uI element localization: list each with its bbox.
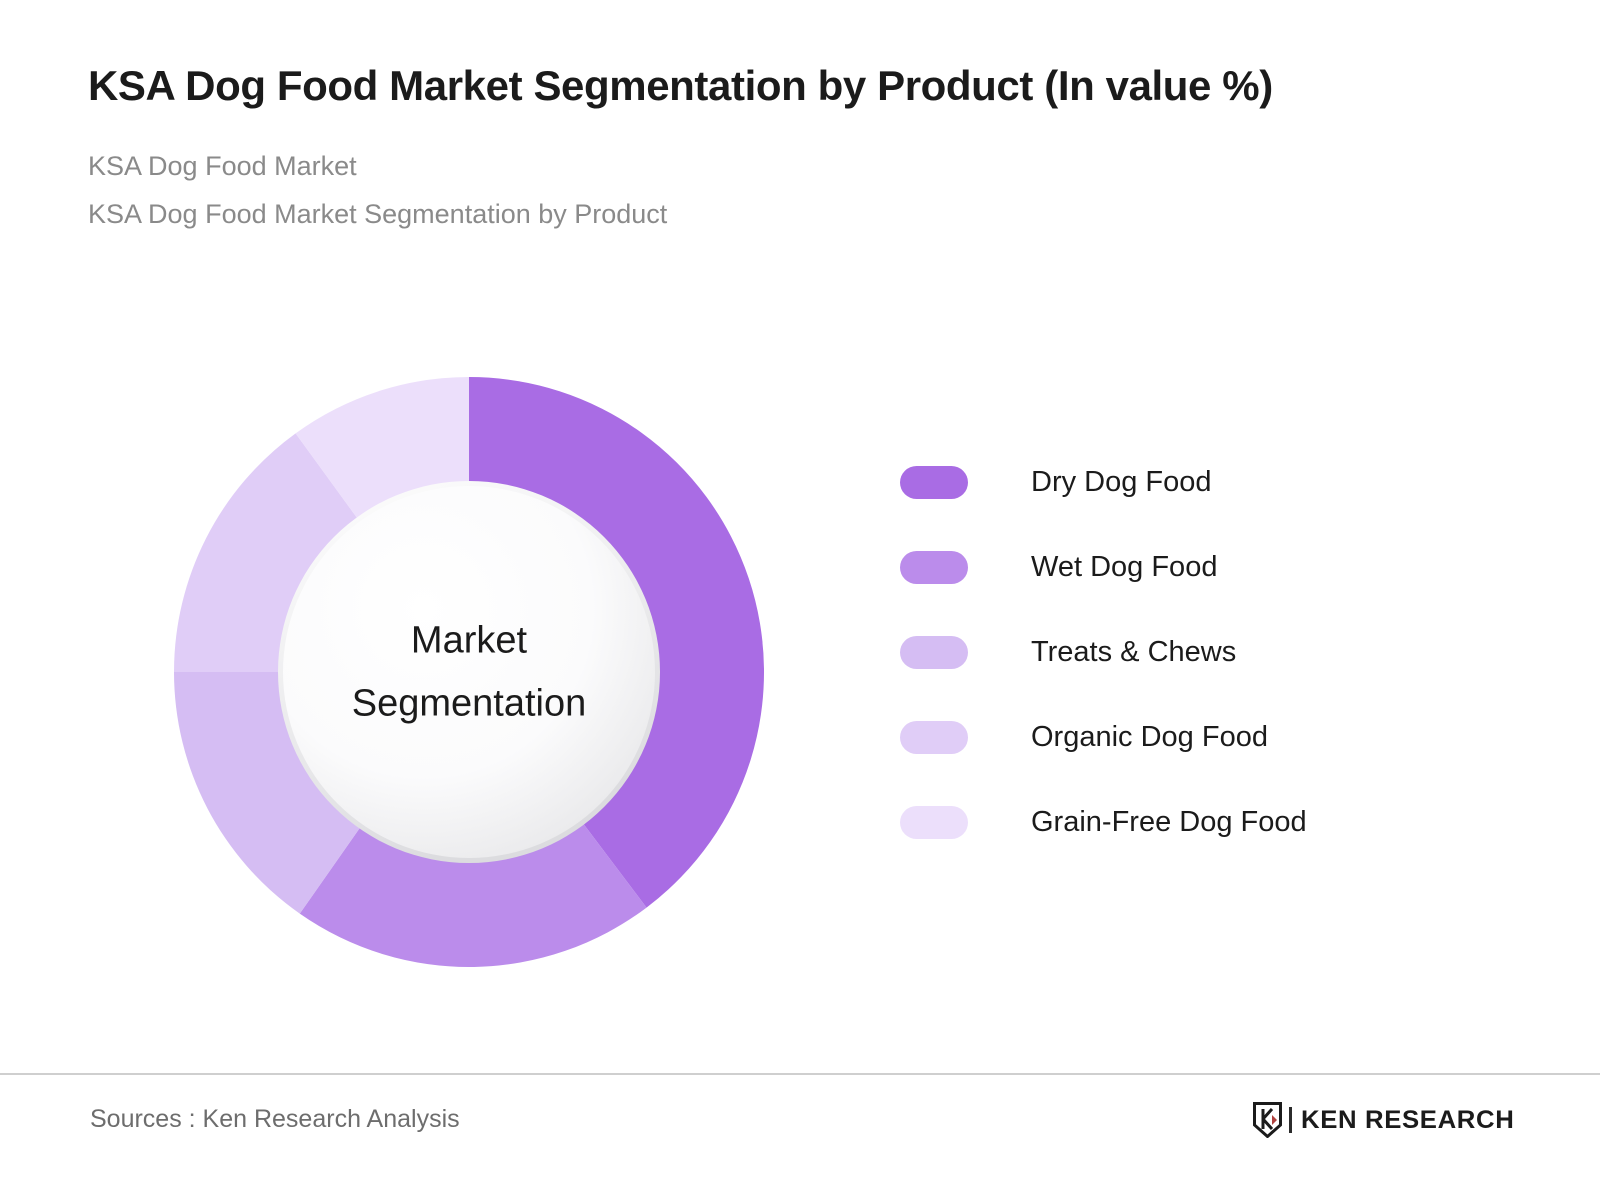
brand-logo: KEN RESEARCH	[1252, 1101, 1514, 1139]
footer: Sources : Ken Research Analysis KEN RESE…	[0, 1073, 1600, 1200]
donut-svg: Dry Dog Food 39.7%Wet Dog Food 20%Treats…	[174, 377, 765, 968]
legend-swatch	[900, 721, 968, 754]
donut-hole	[283, 486, 655, 858]
legend-item[interactable]: Treats & Chews	[900, 610, 1460, 695]
subtitle-block: KSA Dog Food Market KSA Dog Food Market …	[88, 142, 1530, 238]
chart-area: Dry Dog Food 39.7%Wet Dog Food 20%Treats…	[0, 330, 1600, 1030]
chart-legend: Dry Dog Food Wet Dog Food Treats & Chews Or…	[900, 440, 1460, 865]
ken-research-shield-icon	[1252, 1102, 1282, 1138]
legend-label: Dry Dog Food	[1031, 466, 1212, 498]
legend-item[interactable]: Dry Dog Food	[900, 440, 1460, 525]
page-title: KSA Dog Food Market Segmentation by Prod…	[88, 62, 1273, 109]
legend-item[interactable]: Grain-Free Dog Food	[900, 780, 1460, 865]
footer-divider	[0, 1073, 1600, 1075]
legend-swatch	[900, 636, 968, 669]
logo-divider	[1288, 1107, 1292, 1133]
legend-label: Grain-Free Dog Food	[1031, 806, 1307, 838]
legend-item[interactable]: Wet Dog Food	[900, 525, 1460, 610]
legend-swatch	[900, 466, 968, 499]
header: KSA Dog Food Market Segmentation by Prod…	[88, 62, 1530, 238]
donut-chart: Dry Dog Food 39.7%Wet Dog Food 20%Treats…	[174, 377, 765, 968]
subtitle-line-2: KSA Dog Food Market Segmentation by Prod…	[88, 199, 668, 230]
legend-item[interactable]: Organic Dog Food	[900, 695, 1460, 780]
brand-name: KEN RESEARCH	[1300, 1105, 1515, 1134]
legend-swatch	[900, 551, 968, 584]
subtitle-line-1: KSA Dog Food Market	[88, 151, 357, 182]
legend-label: Treats & Chews	[1031, 636, 1237, 668]
legend-label: Wet Dog Food	[1031, 551, 1218, 583]
source-note: Sources : Ken Research Analysis	[90, 1105, 460, 1133]
legend-label: Organic Dog Food	[1031, 721, 1268, 753]
legend-swatch	[900, 806, 968, 839]
